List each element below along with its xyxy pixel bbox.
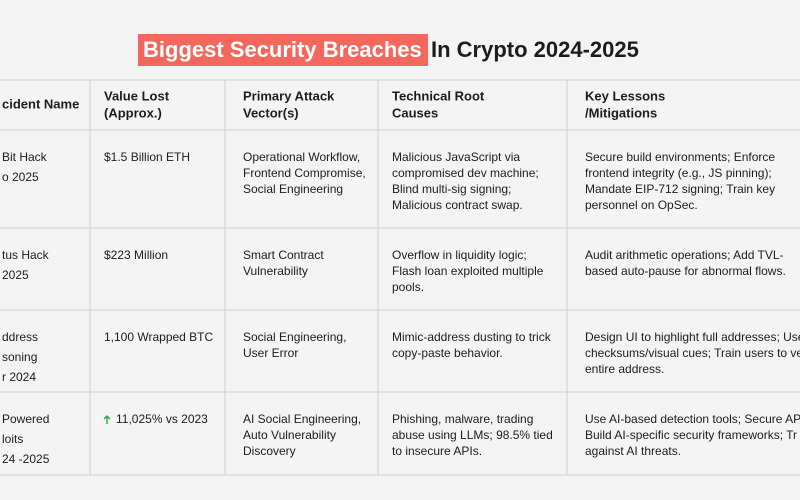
cell-text: r 2024 bbox=[2, 370, 36, 384]
cell-text: Smart Contract bbox=[243, 248, 324, 262]
cell-text: 11,025% vs 2023 bbox=[116, 412, 208, 426]
cell-text: based auto-pause for abnormal flows. bbox=[585, 264, 786, 278]
cell-text: Malicious JavaScript via bbox=[392, 150, 520, 164]
cell-text: personnel on OpSec. bbox=[585, 198, 698, 212]
cell-text: Mimic-address dusting to trick bbox=[392, 330, 552, 344]
cell-text: loits bbox=[2, 432, 23, 446]
column-header: /Mitigations bbox=[585, 105, 657, 120]
column-header: Vector(s) bbox=[243, 105, 299, 120]
column-header: Technical Root bbox=[392, 88, 485, 103]
title-rest: In Crypto 2024-2025 bbox=[431, 37, 639, 62]
cell-text: Overflow in liquidity logic; bbox=[392, 248, 527, 262]
column-header: Primary Attack bbox=[243, 88, 335, 103]
cell-text: Use AI-based detection tools; Secure AP bbox=[585, 412, 800, 426]
cell-text: checksums/visual cues; Train users to ve… bbox=[585, 346, 800, 360]
cell-text: Auto Vulnerability bbox=[243, 428, 336, 442]
cell-text: Phishing, malware, trading bbox=[392, 412, 533, 426]
cell-text: AI Social Engineering, bbox=[243, 412, 361, 426]
cell-text: User Error bbox=[243, 346, 298, 360]
cell-text: Audit arithmetic operations; Add TVL- bbox=[585, 248, 784, 262]
cell-text: Secure build environments; Enforce bbox=[585, 150, 775, 164]
cell-text: ddress bbox=[2, 330, 38, 344]
column-header: cident Name bbox=[2, 96, 79, 111]
title-highlight: Biggest Security Breaches bbox=[143, 37, 422, 62]
cell-text: Bit Hack bbox=[2, 150, 48, 164]
cell-text: to insecure APIs. bbox=[392, 444, 482, 458]
cell-text: Social Engineering, bbox=[243, 330, 346, 344]
column-header: Value Lost bbox=[104, 88, 170, 103]
cell-text: Operational Workflow, bbox=[243, 150, 360, 164]
cell-text: 24 -2025 bbox=[2, 452, 50, 466]
cell-text: copy-paste behavior. bbox=[392, 346, 503, 360]
cell-text: $1.5 Billion ETH bbox=[104, 150, 190, 164]
cell-text: 1,100 Wrapped BTC bbox=[104, 330, 214, 344]
cell-text: frontend integrity (e.g., JS pinning); bbox=[585, 166, 772, 180]
cell-text: Flash loan exploited multiple bbox=[392, 264, 544, 278]
column-header: Key Lessons bbox=[585, 88, 665, 103]
cell-text: Malicious contract swap. bbox=[392, 198, 523, 212]
trend-up-icon bbox=[103, 415, 111, 424]
cell-text: compromised dev machine; bbox=[392, 166, 539, 180]
cell-text: Social Engineering bbox=[243, 182, 343, 196]
cell-text: Vulnerability bbox=[243, 264, 308, 278]
cell-text: o 2025 bbox=[2, 170, 39, 184]
cell-text: Mandate EIP-712 signing; Train key bbox=[585, 182, 775, 196]
cell-text: abuse using LLMs; 98.5% tied bbox=[392, 428, 553, 442]
cell-text: Discovery bbox=[243, 444, 296, 458]
column-header: Causes bbox=[392, 105, 438, 120]
cell-text: Powered bbox=[2, 412, 49, 426]
cell-text: Build AI-specific security frameworks; T… bbox=[585, 428, 797, 442]
title-highlight-bg bbox=[138, 34, 428, 66]
cell-text: Design UI to highlight full addresses; U… bbox=[585, 330, 800, 344]
cell-text: $223 Million bbox=[104, 248, 168, 262]
cell-text: Frontend Compromise, bbox=[243, 166, 366, 180]
cell-text: entire address. bbox=[585, 362, 664, 376]
cell-text: against AI threats. bbox=[585, 444, 681, 458]
column-header: (Approx.) bbox=[104, 105, 162, 120]
cell-text: 2025 bbox=[2, 268, 29, 282]
cell-text: tus Hack bbox=[2, 248, 50, 262]
cell-text: soning bbox=[2, 350, 37, 364]
cell-text: pools. bbox=[392, 280, 424, 294]
cell-text: Blind multi-sig signing; bbox=[392, 182, 511, 196]
